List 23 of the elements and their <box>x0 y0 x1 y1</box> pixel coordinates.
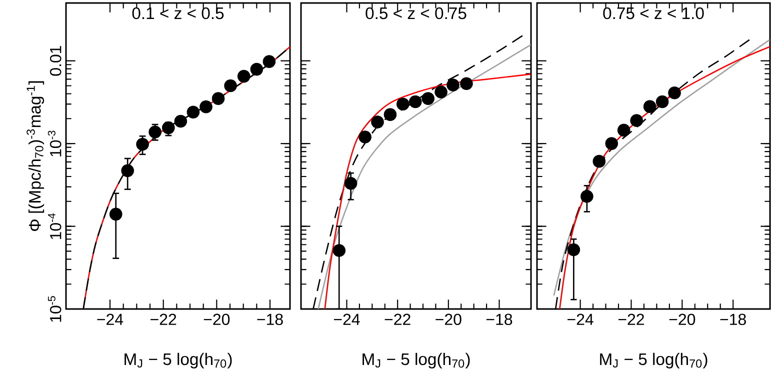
x-axis-title: M$_{J}$ − 5 log(h$_{70}$) <box>362 352 470 368</box>
x-tick-label: −18 <box>486 314 512 326</box>
x-tick-label: −22 <box>150 314 176 325</box>
x-tick-label: −18 <box>720 314 746 326</box>
x-tick-label: −24 <box>97 314 124 325</box>
y-tick-label: 10$^{-4}$ <box>48 213 62 240</box>
x-tick-label: −20 <box>204 314 230 326</box>
x-tick-label: −22 <box>618 314 644 325</box>
chart-title: 0.1 < z < 0.5 <box>132 7 224 20</box>
x-tick-label: −24 <box>334 314 360 325</box>
y-tick-label: 10$^{-3}$ <box>48 130 62 156</box>
x-tick-label: −24 <box>568 314 594 325</box>
x-axis-title: M$_{J}$ − 5 log(h$_{70}$) <box>124 352 232 368</box>
y-axis-title: Φ [(Mpc/h$_{70}$)$^{-3}$mag$^{-1}$] <box>26 81 44 231</box>
x-tick-label: −18 <box>257 314 283 326</box>
x-tick-label: −20 <box>436 314 462 326</box>
y-tick-label: 0.01 <box>50 46 62 76</box>
chart-title: 0.5 < z < 0.75 <box>366 7 466 20</box>
x-axis-title: M$_{J}$ − 5 log(h$_{70}$) <box>600 352 708 368</box>
x-tick-label: −20 <box>669 314 696 326</box>
y-tick-label: 10$^{-5}$ <box>48 296 62 322</box>
x-tick-label: −22 <box>384 314 410 325</box>
chart-title: 0.75 < z < 1.0 <box>603 7 704 20</box>
